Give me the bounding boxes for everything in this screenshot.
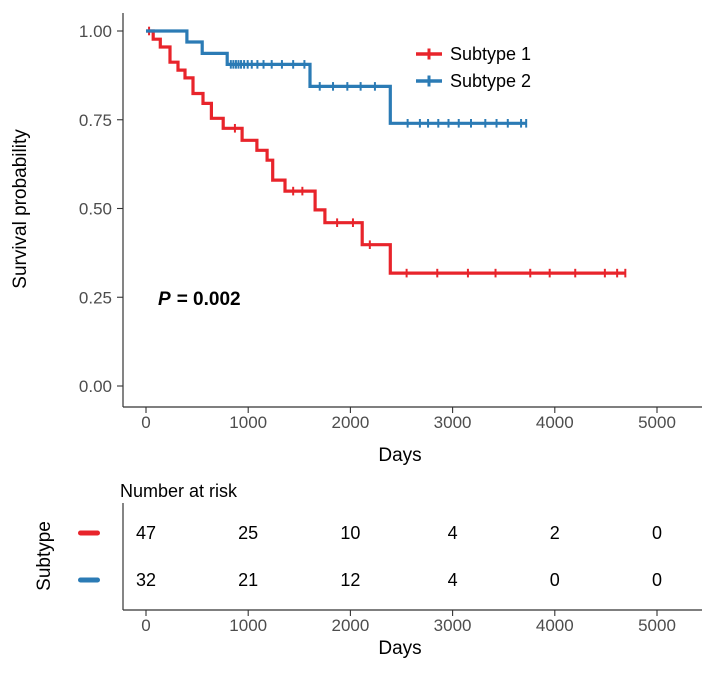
risk-x-tick-label: 0 <box>141 616 150 635</box>
x-tick-label: 1000 <box>229 413 267 432</box>
risk-x-tick-label: 5000 <box>638 616 676 635</box>
risk-table-title: Number at risk <box>120 481 238 501</box>
y-tick-label: 0.25 <box>79 288 112 307</box>
survival-curves <box>146 26 627 278</box>
risk-x-tick-label: 3000 <box>434 616 472 635</box>
risk-table-axes: 0 1000 2000 3000 4000 5000 <box>122 503 702 635</box>
x-tick-label: 3000 <box>434 413 472 432</box>
y-tick-label: 0.00 <box>79 377 112 396</box>
x-tick-label: 0 <box>141 413 150 432</box>
legend-label: Subtype 1 <box>450 44 531 64</box>
legend-label: Subtype 2 <box>450 71 531 91</box>
risk-table: 47 25 10 4 2 0 32 21 12 4 0 0 <box>78 523 662 590</box>
risk-count: 21 <box>238 570 258 590</box>
y-axis-title: Survival probability <box>10 129 31 289</box>
risk-count: 0 <box>550 570 560 590</box>
survival-curve-subtype-1 <box>146 29 626 275</box>
x-axis-title-main: Days <box>378 445 421 466</box>
x-tick-label: 5000 <box>638 413 676 432</box>
y-tick-label: 0.75 <box>79 111 112 130</box>
risk-count: 12 <box>340 570 360 590</box>
risk-x-tick-label: 2000 <box>331 616 369 635</box>
risk-count: 47 <box>136 523 156 543</box>
risk-x-tick-label: 1000 <box>229 616 267 635</box>
risk-count: 25 <box>238 523 258 543</box>
p-equation: = 0.002 <box>177 289 241 310</box>
risk-row-color-dash <box>78 577 100 583</box>
y-tick-label: 0.50 <box>79 200 112 219</box>
p-value-annotation: P = 0.002 <box>158 289 241 310</box>
y-tick-label: 1.00 <box>79 22 112 41</box>
risk-table-group-axis-label: Subtype <box>34 521 55 591</box>
legend: Subtype 1 Subtype 2 <box>416 44 531 91</box>
x-tick-label: 2000 <box>331 413 369 432</box>
p-symbol: P <box>158 289 171 310</box>
risk-count: 32 <box>136 570 156 590</box>
risk-count: 10 <box>340 523 360 543</box>
risk-count: 2 <box>550 523 560 543</box>
risk-x-tick-label: 4000 <box>536 616 574 635</box>
survival-curve-subtype-2 <box>146 29 527 125</box>
risk-row-color-dash <box>78 530 100 536</box>
risk-count: 4 <box>448 570 458 590</box>
x-tick-label: 4000 <box>536 413 574 432</box>
risk-count: 4 <box>448 523 458 543</box>
risk-count: 0 <box>652 523 662 543</box>
risk-count: 0 <box>652 570 662 590</box>
x-axis-title-risk: Days <box>378 638 421 659</box>
main-plot-axes: 1.00 0.75 0.50 0.25 0.00 0 1000 2000 3000 4000 500… <box>79 13 702 432</box>
